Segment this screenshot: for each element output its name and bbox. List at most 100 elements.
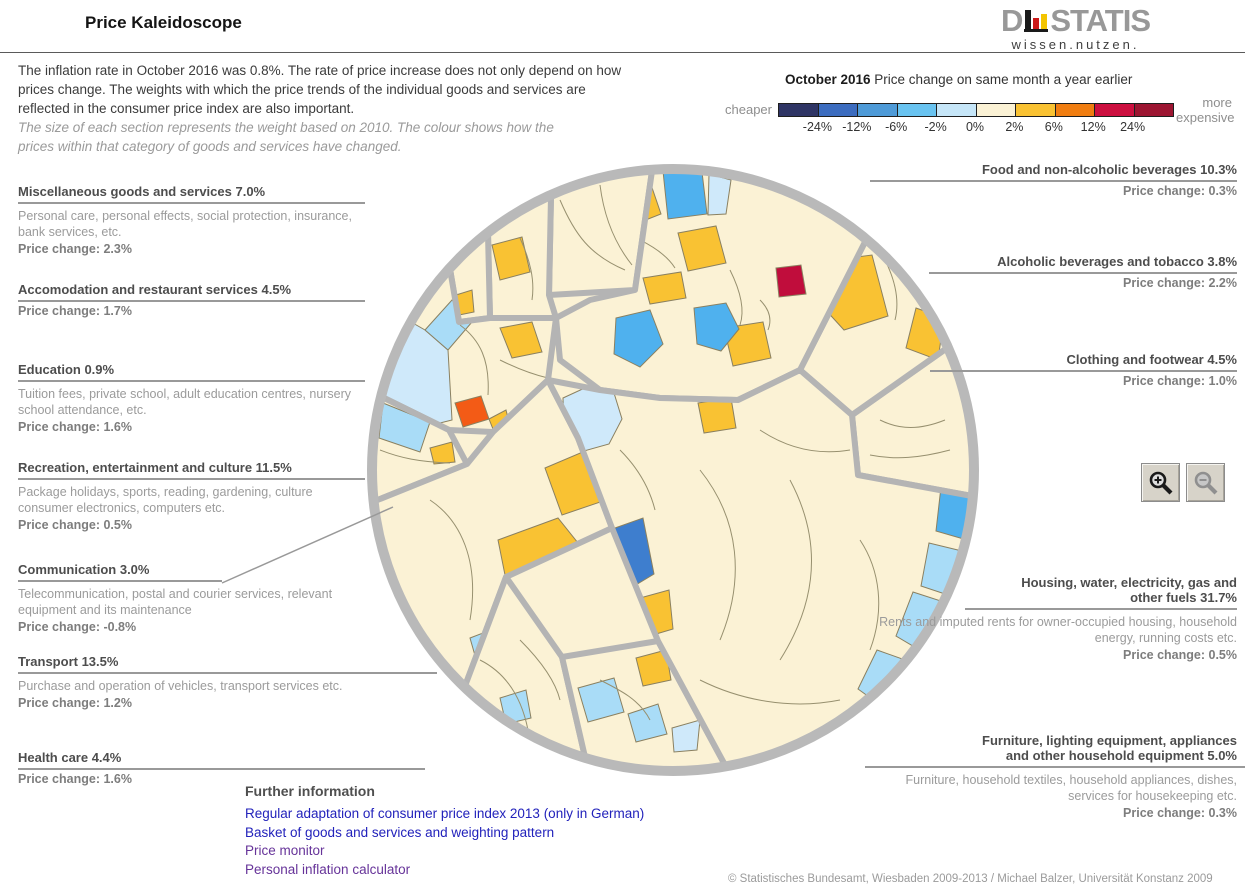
region-cells-housing	[562, 385, 972, 708]
category-desc: Rents and imputed rents for owner-occupi…	[879, 615, 1237, 645]
category-price-change: Price change: 1.7%	[18, 304, 132, 318]
category-price-change: Price change: 0.3%	[1123, 806, 1237, 820]
category-title: Education 0.9%	[18, 362, 115, 377]
price-cell[interactable]	[671, 719, 701, 753]
region-transport[interactable]	[375, 380, 612, 686]
category-price-change: Price change: 0.5%	[1123, 648, 1237, 662]
category-desc: Furniture, household textiles, household…	[905, 773, 1237, 803]
category-title: Communication 3.0%	[18, 562, 150, 577]
logo-statis-text: STATIS	[1050, 3, 1151, 38]
label-rule	[930, 370, 1237, 372]
region-health-care[interactable]	[465, 577, 585, 757]
label-rule	[929, 272, 1237, 274]
category-label-clothing: Clothing and footwear 4.5% Price change:…	[865, 352, 1237, 388]
legend-subtitle: Price change on same month a year earlie…	[870, 72, 1133, 87]
category-desc: Personal care, personal effects, social …	[18, 209, 352, 239]
legend-tick-labels: -24% -12% -6% -2% 0% 2% 6% 12% 24%	[778, 120, 1172, 136]
category-desc: Tuition fees, private school, adult educ…	[18, 387, 352, 417]
price-cell[interactable]	[499, 321, 543, 359]
legend-tick: 2%	[1005, 120, 1024, 134]
region-clothing[interactable]	[852, 348, 974, 496]
label-rule	[18, 580, 222, 582]
category-label-miscellaneous: Miscellaneous goods and services 7.0% Pe…	[18, 184, 365, 256]
zoom-out-button[interactable]	[1186, 463, 1225, 502]
category-desc: Purchase and operation of vehicles, tran…	[18, 679, 343, 693]
zoom-out-icon	[1194, 471, 1218, 495]
region-cells-health-care	[479, 639, 561, 731]
category-title: Food and non-alcoholic beverages 10.3%	[981, 162, 1237, 177]
cell-divider	[559, 199, 626, 271]
price-cell[interactable]	[635, 649, 672, 687]
region-miscellaneous[interactable]	[549, 171, 652, 295]
price-cell[interactable]	[662, 170, 708, 220]
link-basket-of-goods[interactable]: Basket of goods and services and weighti…	[245, 824, 555, 840]
label-rule	[18, 300, 365, 302]
cell-divider	[379, 449, 451, 464]
zoom-in-button[interactable]	[1141, 463, 1180, 502]
cell-divider	[699, 679, 841, 705]
region-cells-accomodation	[491, 236, 534, 301]
cell-divider	[699, 469, 736, 641]
category-label-transport: Transport 13.5% Purchase and operation o…	[18, 654, 437, 710]
cell-divider	[429, 499, 474, 621]
label-rule	[18, 768, 425, 770]
category-label-housing: Housing, water, electricity, gas and oth…	[865, 575, 1237, 662]
category-desc: Telecommunication, postal and courier se…	[18, 587, 333, 617]
price-cell[interactable]	[697, 397, 737, 434]
category-price-change: Price change: 2.2%	[1123, 276, 1237, 290]
legend-cheaper-label: cheaper	[725, 102, 772, 117]
logo-letter-d: D	[1000, 3, 1023, 38]
link-regular-adaptation[interactable]: Regular adaptation of consumer price ind…	[245, 806, 645, 821]
category-price-change: Price change: 0.5%	[18, 518, 132, 532]
price-cell[interactable]	[613, 309, 664, 368]
category-label-alcohol-tobacco: Alcoholic beverages and tobacco 3.8% Pri…	[865, 254, 1237, 290]
intro-note: The size of each section represents the …	[18, 120, 554, 154]
cell-divider	[619, 449, 656, 511]
region-cells-furniture	[577, 649, 701, 753]
price-cell[interactable]	[775, 264, 807, 298]
price-cell[interactable]	[429, 441, 456, 465]
legend-more-expensive-label: more expensive	[1176, 95, 1235, 125]
category-price-change: Price change: 2.3%	[18, 242, 132, 256]
category-label-communication: Communication 3.0% Telecommunication, po…	[18, 562, 365, 634]
cell-divider	[599, 184, 633, 266]
region-housing[interactable]	[548, 370, 972, 765]
region-cells-clothing	[869, 419, 951, 459]
legend-tick: -24%	[802, 120, 832, 134]
category-price-change: Price change: 1.0%	[1123, 374, 1237, 388]
category-label-accomodation: Accomodation and restaurant services 4.5…	[18, 282, 365, 318]
label-rule	[865, 766, 1245, 768]
destatis-logo: D STATIS wissen.nutzen.	[1000, 3, 1151, 52]
category-label-health: Health care 4.4% Price change: 1.6%	[18, 750, 425, 786]
label-rule	[18, 672, 437, 674]
further-heading: Further information	[245, 783, 375, 799]
label-rule	[870, 180, 1237, 182]
label-rule	[18, 478, 365, 480]
category-label-recreation: Recreation, entertainment and culture 11…	[18, 460, 365, 532]
category-label-furniture: Furniture, lighting equipment, appliance…	[865, 733, 1245, 820]
price-cell[interactable]	[627, 703, 668, 743]
cell-divider	[869, 449, 951, 459]
link-price-monitor[interactable]: Price monitor	[245, 843, 325, 858]
cell-divider	[779, 479, 812, 661]
cell-divider	[459, 324, 489, 396]
category-price-change: Price change: 1.6%	[18, 420, 132, 434]
price-cell[interactable]	[642, 271, 687, 305]
cell-divider	[729, 269, 743, 326]
cell-divider	[759, 299, 771, 331]
intro-paragraph: The inflation rate in October 2016 was 0…	[18, 63, 622, 116]
label-rule	[18, 202, 365, 204]
cell-divider	[599, 679, 651, 721]
price-cell[interactable]	[491, 236, 531, 281]
zoom-in-icon	[1149, 471, 1173, 495]
category-price-change: Price change: 1.2%	[18, 696, 132, 710]
legend-month: October 2016	[785, 72, 871, 87]
label-rule	[965, 608, 1237, 610]
legend-tick: 0%	[965, 120, 985, 134]
price-cell[interactable]	[693, 302, 740, 352]
region-cells-communication	[378, 402, 456, 465]
link-inflation-calculator[interactable]: Personal inflation calculator	[245, 861, 411, 877]
category-title: Accomodation and restaurant services 4.5…	[18, 282, 292, 297]
price-cell[interactable]	[677, 225, 727, 272]
page-title: Price Kaleidoscope	[85, 13, 242, 32]
